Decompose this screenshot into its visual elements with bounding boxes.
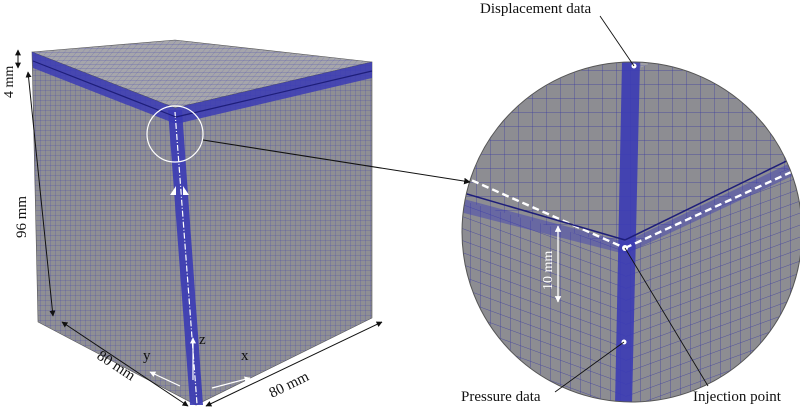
pressure-leader [554, 341, 625, 393]
zoom-vertical-band [615, 62, 640, 402]
zoom-band-edge-right [624, 151, 800, 241]
dim-right-width-line [205, 321, 383, 407]
label-zoom-dim: 10 mm [541, 251, 556, 290]
zoom-band-edge-left [462, 191, 626, 241]
zoom-dashed-left [462, 174, 626, 250]
label-axis-x: x [241, 348, 249, 364]
marker-triangle-right [183, 186, 189, 195]
label-height-main: 96 mm [14, 196, 30, 238]
zoom-dashed-right [624, 166, 800, 250]
marker-triangle-left [170, 186, 176, 195]
displacement-leader [599, 15, 635, 67]
label-injection: Injection point [693, 389, 782, 405]
zoom-circle-border [461, 61, 800, 403]
top-edge-line-left [32, 60, 177, 118]
zoom-band-right [625, 156, 800, 254]
zoom-source-circle [146, 105, 204, 163]
dim-height-line [25, 71, 56, 317]
injection-leader [624, 247, 709, 387]
label-axis-z: z [199, 332, 206, 348]
zoom-connector-arrow [202, 139, 471, 185]
dim-left-width-line [61, 321, 189, 407]
cube [31, 39, 373, 406]
top-band-right [175, 62, 372, 124]
zoom-band-left [462, 198, 625, 254]
cube-dimensions [15, 49, 383, 407]
label-displacement: Displacement data [480, 1, 592, 17]
top-edge-line-right [175, 70, 373, 118]
label-pressure: Pressure data [461, 389, 541, 405]
label-height-top: 4 mm [2, 66, 17, 98]
label-axis-y: y [143, 348, 151, 364]
top-band-left [32, 52, 176, 124]
